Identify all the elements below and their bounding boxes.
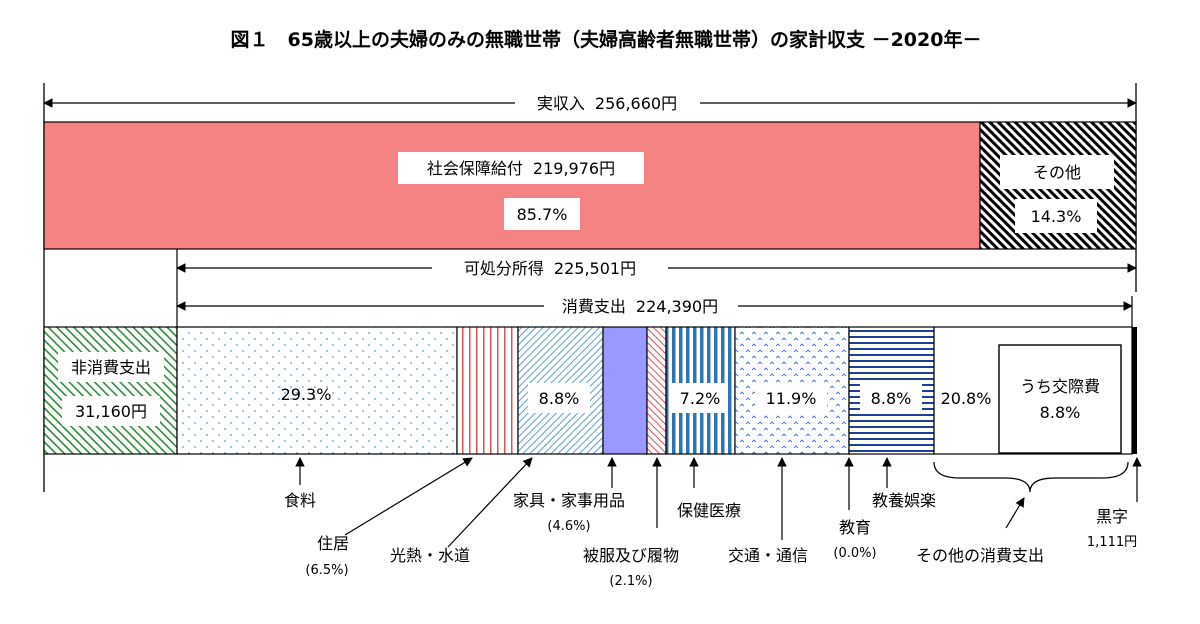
food-pct: 29.3% xyxy=(281,385,332,404)
food-bar xyxy=(176,326,458,455)
medical-pct: 7.2% xyxy=(680,389,721,408)
other-consumption-pct: 20.8% xyxy=(941,389,992,408)
other-income-label: その他 xyxy=(1033,163,1081,182)
surplus-label: 黒字 xyxy=(1096,507,1128,526)
clothing-label: 被服及び履物 xyxy=(583,546,679,565)
surplus-bar xyxy=(1132,327,1137,454)
transport-pct: 11.9% xyxy=(766,389,817,408)
medical-label: 保健医療 xyxy=(677,501,741,520)
recreation-label: 教養娯楽 xyxy=(872,491,936,510)
clothing-bar xyxy=(646,326,667,455)
disposable-label: 可処分所得 225,501円 xyxy=(464,259,636,278)
social-security-pct: 85.7% xyxy=(517,205,568,224)
housing-bar xyxy=(456,326,519,455)
entertainment-inner-box xyxy=(998,344,1122,454)
social-security-label: 社会保障給付 219,976円 xyxy=(427,159,615,178)
entertainment-label: うち交際費 xyxy=(1020,377,1100,396)
furniture-label: 家具・家事用品 xyxy=(513,491,625,510)
utilities-label: 光熱・水道 xyxy=(390,546,470,565)
consumption-label: 消費支出 224,390円 xyxy=(562,297,718,316)
utilities-pct: 8.8% xyxy=(539,389,580,408)
consumption-span-arrow xyxy=(176,296,1133,327)
non-consumption-label: 非消費支出 xyxy=(71,358,151,377)
education-pct: (0.0%) xyxy=(833,546,876,561)
furniture-bar xyxy=(602,326,648,455)
clothing-pct: (2.1%) xyxy=(609,574,652,589)
furniture-pct: (4.6%) xyxy=(547,519,590,534)
non-consumption-bar xyxy=(43,326,178,455)
surplus-value: 1,111円 xyxy=(1087,535,1137,550)
other-consumption-label: その他の消費支出 xyxy=(916,546,1044,565)
transport-label: 交通・通信 xyxy=(728,546,808,565)
education-label: 教育 xyxy=(839,518,871,537)
chart-title: 図１ 65歳以上の夫婦のみの無職世帯（夫婦高齢者無職世帯）の家計収支 －2020… xyxy=(231,28,982,51)
food-label: 食料 xyxy=(284,491,316,510)
non-consumption-value: 31,160円 xyxy=(75,402,147,421)
pointer-arrows xyxy=(295,457,1142,548)
income-label: 実収入 256,660円 xyxy=(537,94,677,113)
other-income-pct: 14.3% xyxy=(1031,207,1082,226)
entertainment-pct: 8.8% xyxy=(1040,403,1081,422)
housing-pct: (6.5%) xyxy=(305,563,348,578)
housing-label: 住居 xyxy=(317,534,349,553)
recreation-pct: 8.8% xyxy=(871,389,912,408)
